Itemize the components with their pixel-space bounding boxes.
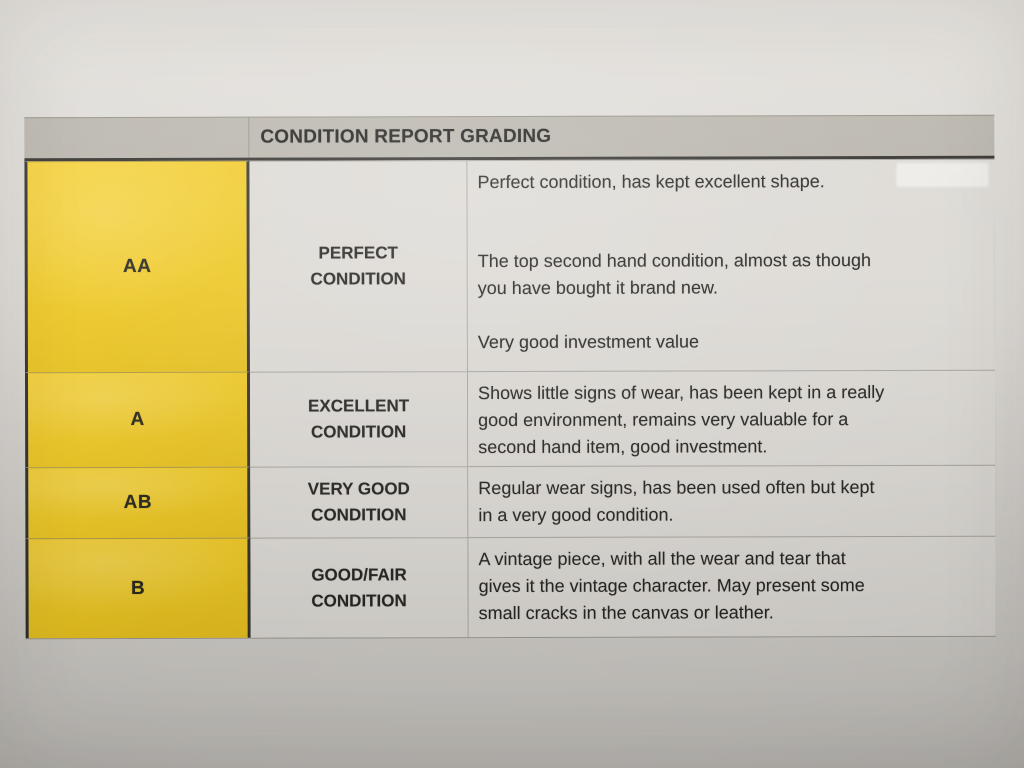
grade-cell-ab: AB	[25, 466, 251, 539]
table-header-row: CONDITION REPORT GRADING	[24, 114, 995, 162]
label-cell-very-good: VERY GOOD CONDITION	[250, 466, 469, 538]
description-line: good environment, remains very valuable …	[478, 409, 849, 431]
description-line: The top second hand condition, almost as…	[477, 250, 872, 272]
paragraph-gap	[478, 301, 981, 329]
description-line: small cracks in the canvas or leather.	[478, 602, 774, 624]
description-line: Very good investment value	[477, 331, 700, 353]
whiteout-patch	[896, 162, 989, 187]
condition-label: PERFECT CONDITION	[310, 243, 406, 289]
condition-label: VERY GOOD CONDITION	[307, 479, 410, 525]
grade-code: A	[130, 408, 145, 430]
description-cell-excellent: Shows little signs of wear, has been kep…	[467, 369, 996, 467]
description-line: Shows little signs of wear, has been kep…	[478, 382, 885, 404]
condition-grading-table: CONDITION REPORT GRADING AA PERFECT COND…	[24, 114, 996, 640]
description-paragraph: Regular wear signs, has been used often …	[478, 474, 981, 529]
description-paragraph: Very good investment value	[478, 328, 981, 356]
paragraph-gap	[478, 195, 981, 248]
header-spacer	[24, 117, 250, 159]
grade-code: AA	[122, 255, 152, 278]
description-cell-good-fair: A vintage piece, with all the wear and t…	[468, 535, 996, 638]
grade-cell-a: A	[24, 371, 251, 468]
description-line: second hand item, good investment.	[478, 436, 768, 458]
label-cell-good-fair: GOOD/FAIR CONDITION	[250, 537, 469, 638]
grade-cell-aa: AA	[24, 160, 250, 373]
table-title: CONDITION REPORT GRADING	[260, 125, 552, 148]
label-cell-perfect: PERFECT CONDITION	[249, 160, 468, 372]
grade-code: AB	[123, 491, 153, 514]
condition-label: GOOD/FAIR CONDITION	[311, 564, 407, 611]
description-line: A vintage piece, with all the wear and t…	[478, 548, 846, 570]
description-line: you have bought it brand new.	[477, 277, 718, 299]
grade-cell-b: B	[25, 537, 251, 639]
description-paragraph: The top second hand condition, almost as…	[478, 247, 981, 302]
label-cell-excellent: EXCELLENT CONDITION	[249, 371, 469, 467]
description-line: in a very good condition.	[478, 504, 674, 526]
description-line: Regular wear signs, has been used often …	[478, 477, 875, 499]
grade-code: B	[130, 577, 146, 599]
description-line: gives it the vintage character. May pres…	[478, 575, 865, 597]
description-cell-very-good: Regular wear signs, has been used often …	[468, 464, 996, 538]
description-cell-perfect: Perfect condition, has kept excellent sh…	[467, 158, 995, 372]
condition-label: EXCELLENT CONDITION	[308, 396, 410, 442]
description-paragraph: Shows little signs of wear, has been kep…	[478, 379, 981, 461]
description-paragraph: A vintage piece, with all the wear and t…	[478, 545, 981, 627]
table-body: AA PERFECT CONDITION Perfect condition, …	[24, 158, 996, 640]
